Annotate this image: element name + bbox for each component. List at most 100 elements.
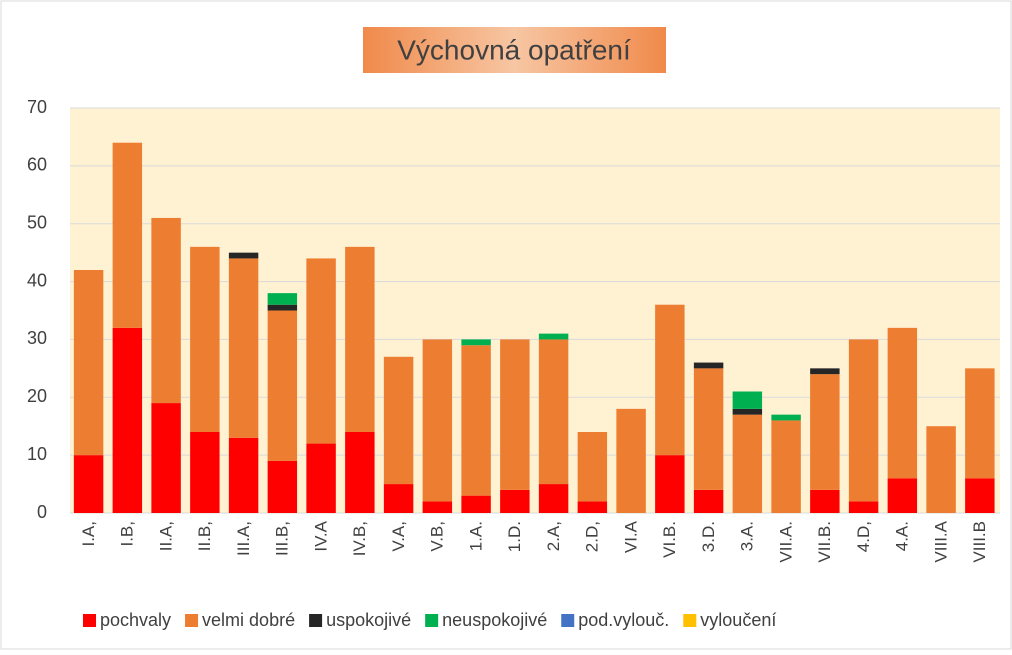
x-tick-label: VIII.B [970, 521, 989, 563]
x-tick-label: 1.A. [466, 521, 485, 551]
x-tick-label: II.A, [156, 521, 175, 551]
x-tick-label: III.B, [273, 521, 292, 556]
bar-segment [267, 460, 298, 513]
bar-segment [655, 304, 685, 456]
bar-segment [771, 414, 801, 421]
title-box [363, 27, 666, 73]
legend-label: pochvaly [100, 610, 171, 630]
y-tick-label: 0 [37, 502, 47, 522]
bar-segment [345, 246, 375, 432]
x-tick-label: 3.D. [699, 521, 718, 552]
bar-segment [810, 368, 840, 375]
x-tick-label: I.B, [118, 521, 137, 547]
bar-segment [112, 142, 143, 328]
bar-segment [73, 455, 104, 513]
bar-segment [228, 252, 259, 259]
bar-segment [73, 270, 104, 456]
bar-segment [461, 495, 491, 513]
bar-segment [810, 374, 840, 490]
bar-segment [306, 443, 336, 513]
bar-segment [771, 420, 801, 513]
plot-area [70, 108, 1000, 513]
bar-segment [500, 489, 530, 513]
bar-segment [267, 293, 298, 305]
bar-segment [151, 403, 181, 513]
bar-segment [655, 455, 685, 513]
bar-segment [732, 408, 763, 415]
legend-swatch [83, 614, 96, 627]
legend-swatch [561, 614, 575, 627]
bar-segment [887, 327, 918, 479]
bar-segment [306, 258, 336, 444]
x-tick-label: 2.A, [544, 521, 563, 551]
bar-segment [810, 489, 840, 513]
bar-segment [538, 339, 569, 485]
bar-segment [190, 246, 220, 432]
y-tick-label: 10 [27, 444, 47, 464]
x-tick-label: 2.D, [583, 521, 602, 552]
x-tick-label: VI.A [621, 520, 640, 553]
bar-segment [422, 501, 453, 513]
bar-segment [190, 432, 220, 513]
x-tick-label: IV.A [311, 520, 330, 551]
bar-segment [383, 484, 414, 513]
legend-label: pod.vylouč. [578, 610, 669, 630]
bar-segment [267, 310, 298, 461]
bar-segment [538, 333, 569, 340]
bar-segment [538, 484, 569, 513]
bar-segment [577, 501, 608, 513]
x-tick-label: V.B, [428, 521, 447, 552]
bar-segment [887, 478, 918, 513]
bar-segment [732, 391, 763, 409]
legend-label: neuspokojivé [442, 610, 547, 630]
y-tick-label: 20 [27, 386, 47, 406]
y-tick-label: 60 [27, 155, 47, 175]
bar-segment [151, 217, 181, 404]
bar-segment [693, 368, 724, 490]
bar-segment [345, 432, 375, 513]
x-tick-label: 4.D, [854, 521, 873, 552]
x-tick-label: V.A, [389, 521, 408, 552]
bar-segment [732, 414, 763, 513]
legend-label: vyloučení [700, 610, 776, 630]
legend-swatch [185, 614, 199, 627]
x-tick-label: VI.B. [660, 521, 679, 558]
x-tick-label: 4.A. [893, 521, 912, 551]
bar-segment [577, 432, 608, 502]
y-tick-label: 30 [27, 328, 47, 348]
legend-swatch [309, 614, 323, 627]
bar-segment [228, 437, 259, 513]
legend-label: velmi dobré [202, 610, 295, 630]
bar-segment [616, 408, 646, 513]
legend-swatch [683, 614, 697, 627]
x-tick-label: IV.B, [350, 521, 369, 556]
x-tick-label: III.A, [234, 521, 253, 556]
y-tick-label: 70 [27, 97, 47, 117]
y-tick-label: 40 [27, 270, 47, 290]
bar-segment [461, 339, 491, 346]
x-tick-label: II.B, [195, 521, 214, 551]
legend-label: uspokojivé [326, 610, 411, 630]
chart-title: Výchovná opatření [397, 34, 631, 65]
x-tick-label: 1.D. [505, 521, 524, 552]
bar-segment [500, 339, 530, 490]
x-tick-label: I.A, [79, 521, 98, 547]
x-tick-label: VIII.A [931, 520, 950, 562]
bar-segment [965, 478, 995, 513]
bar-segment [228, 258, 259, 438]
bar-segment [926, 426, 956, 513]
x-tick-label: VII.A. [776, 521, 795, 563]
x-tick-label: VII.B. [815, 521, 834, 563]
bar-segment [267, 304, 298, 311]
bar-segment [461, 345, 491, 496]
legend-swatch [425, 614, 439, 627]
bar-segment [848, 339, 879, 502]
x-tick-label: 3.A. [738, 521, 757, 551]
bar-segment [112, 327, 143, 513]
bar-segment [422, 339, 453, 502]
bar-segment [383, 356, 414, 485]
bar-segment [965, 368, 995, 479]
y-tick-label: 50 [27, 212, 47, 232]
bar-segment [693, 489, 724, 513]
